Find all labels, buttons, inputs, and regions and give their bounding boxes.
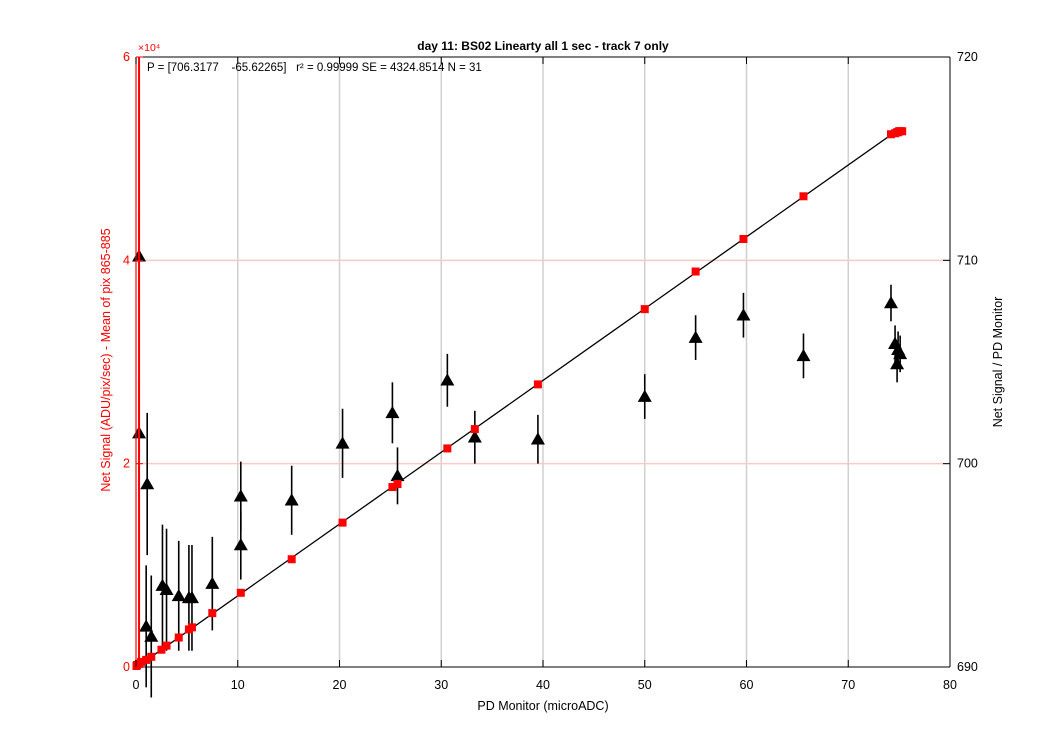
- left-y-axis-label: Net Signal (ADU/pix/sec) - Mean of pix 8…: [99, 228, 113, 491]
- signal-point: [470, 425, 479, 434]
- ratio-point: [736, 308, 751, 321]
- signal-point: [137, 657, 146, 666]
- signal-point: [691, 267, 700, 276]
- signal-point: [393, 480, 402, 488]
- left-tick-label: 0: [123, 660, 130, 674]
- signal-point: [236, 588, 245, 597]
- signal-point: [739, 234, 748, 243]
- ratio-point: [140, 477, 155, 490]
- ratio-point: [233, 538, 248, 551]
- chart-title: day 11: BS02 Linearty all 1 sec - track …: [417, 39, 669, 53]
- x-axis-label: PD Monitor (microADC): [477, 699, 608, 713]
- ratio-point: [284, 493, 299, 506]
- ratio-point: [139, 619, 154, 632]
- ratio-point: [205, 576, 220, 589]
- ratio-point: [144, 629, 159, 642]
- signal-point: [287, 555, 296, 564]
- x-tick-label: 80: [943, 678, 957, 692]
- x-tick-label: 60: [740, 678, 754, 692]
- signal-point: [886, 130, 895, 139]
- signal-point: [443, 444, 452, 453]
- ratio-point: [890, 357, 905, 370]
- signal-point: [338, 518, 347, 527]
- right-tick-label: 710: [957, 253, 978, 267]
- signal-point: [142, 655, 151, 664]
- ratio-point: [893, 346, 908, 360]
- ratio-point: [688, 330, 703, 343]
- signal-point: [388, 483, 397, 492]
- ratio-point: [530, 432, 545, 445]
- fit-annotation: P = [706.3177 -65.62265] r² = 0.99999 SE…: [147, 62, 482, 74]
- ratio-point: [883, 296, 898, 309]
- left-tick-label: 4: [123, 253, 130, 267]
- x-tick-label: 20: [333, 678, 347, 692]
- signal-point: [174, 633, 183, 642]
- ratio-point: [171, 588, 186, 602]
- ratio-point: [184, 590, 199, 604]
- right-tick-label: 690: [957, 660, 978, 674]
- fit-layer: [135, 128, 900, 669]
- fit-line: [135, 128, 900, 669]
- left-tick-label: 6: [123, 50, 130, 64]
- ratio-point: [233, 489, 248, 502]
- signal-point: [187, 623, 196, 632]
- signal-point: [208, 609, 217, 618]
- x-tick-label: 70: [841, 678, 855, 692]
- x-tick-label: 50: [638, 678, 652, 692]
- ratio-point: [637, 389, 652, 402]
- signal-point: [898, 127, 907, 136]
- ratio-point: [335, 436, 350, 449]
- x-tick-label: 10: [231, 678, 245, 692]
- ratio-point: [440, 373, 455, 386]
- right-tick-label: 720: [957, 50, 978, 64]
- ratio-point: [390, 468, 405, 482]
- left-tick-label: 2: [123, 457, 130, 471]
- signal-point: [162, 641, 171, 650]
- right-tick-label: 700: [957, 457, 978, 471]
- x-tick-label: 0: [133, 678, 140, 692]
- signal-point: [157, 645, 166, 654]
- signal-point: [799, 192, 808, 201]
- axes-layer: 0 10 20 30 40 50 60 70 80 0 2 4 6 690 700 710 720: [123, 50, 978, 692]
- ratio-point: [159, 582, 174, 595]
- ratio-point: [796, 348, 811, 362]
- signal-point: [147, 652, 156, 661]
- ratio-point: [385, 405, 400, 419]
- ratio-point: [467, 430, 482, 443]
- x-tick-label: 40: [536, 678, 550, 692]
- grid-layer: [136, 57, 950, 667]
- right-y-axis-label: Net Signal / PD Monitor: [991, 297, 1005, 428]
- signal-point: [533, 380, 542, 389]
- signal-point: [640, 305, 649, 314]
- x-tick-label: 30: [434, 678, 448, 692]
- left-axis-exponent: ×10⁴: [138, 42, 160, 54]
